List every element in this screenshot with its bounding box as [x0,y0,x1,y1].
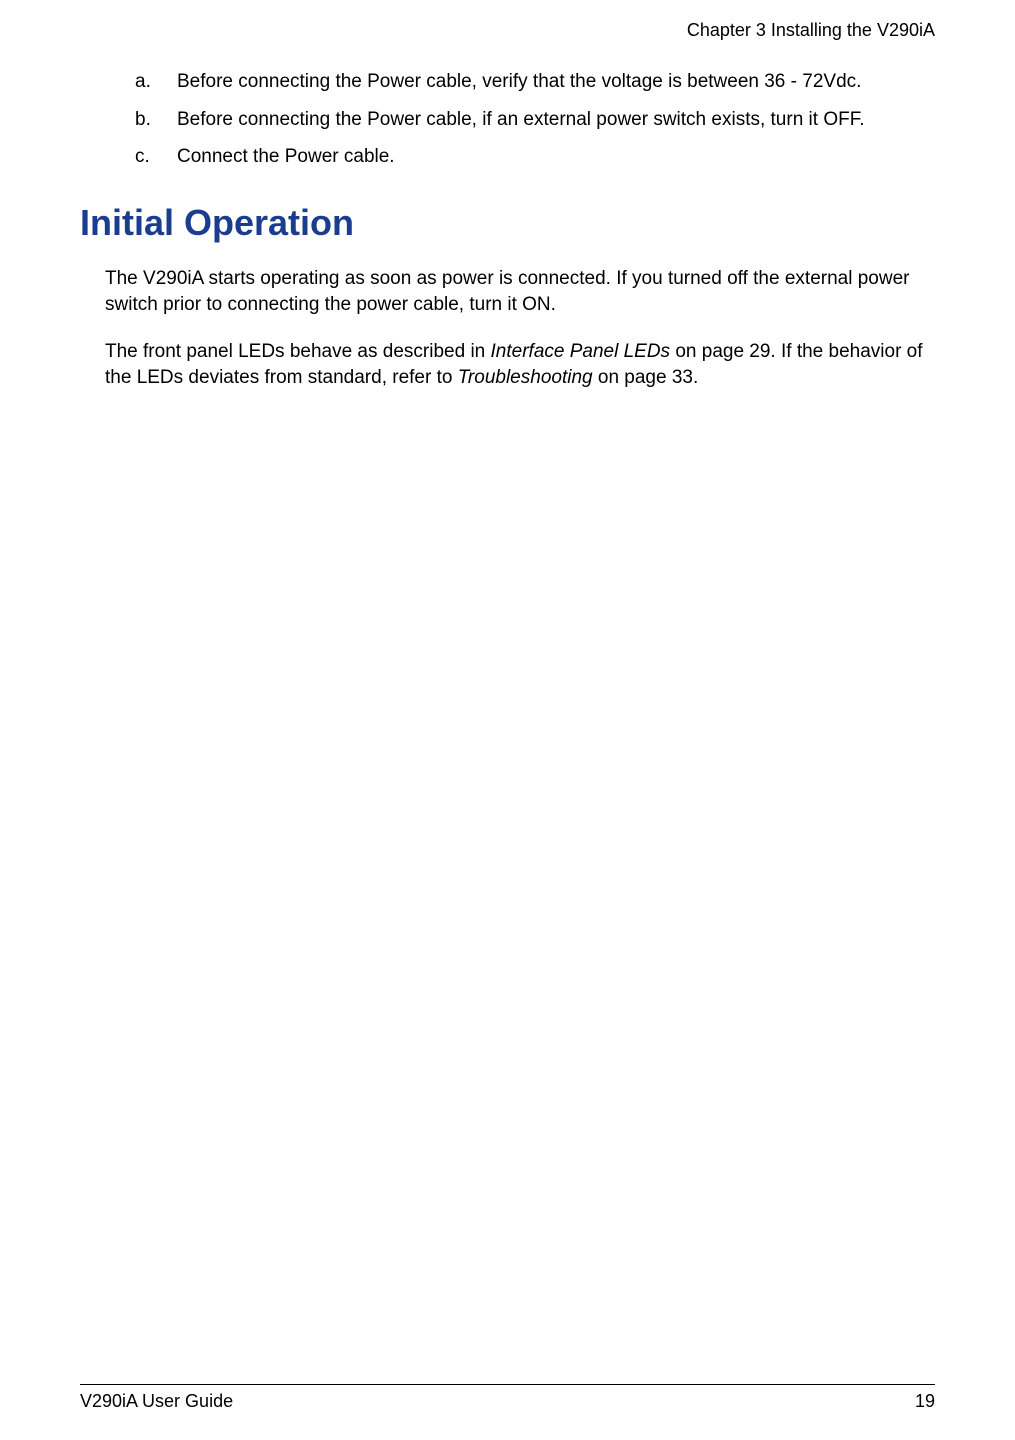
list-marker: b. [135,107,177,133]
list-item: b. Before connecting the Power cable, if… [135,107,925,133]
list-item: c. Connect the Power cable. [135,144,925,170]
section-heading: Initial Operation [80,202,935,244]
list-marker: c. [135,144,177,170]
page-container: Chapter 3 Installing the V290iA a. Befor… [0,0,1015,1440]
paragraph-segment: The front panel LEDs behave as described… [105,341,491,362]
list-text: Before connecting the Power cable, if an… [177,107,925,133]
body-paragraph: The V290iA starts operating as soon as p… [105,266,925,317]
body-paragraph: The front panel LEDs behave as described… [105,339,925,390]
list-marker: a. [135,69,177,95]
running-header: Chapter 3 Installing the V290iA [80,20,935,41]
cross-reference: Interface Panel LEDs [491,341,671,362]
list-text: Connect the Power cable. [177,144,925,170]
footer-page-number: 19 [915,1391,935,1412]
sub-steps-list: a. Before connecting the Power cable, ve… [135,69,925,170]
list-text: Before connecting the Power cable, verif… [177,69,925,95]
footer-guide-title: V290iA User Guide [80,1391,233,1412]
list-item: a. Before connecting the Power cable, ve… [135,69,925,95]
chapter-title: Chapter 3 Installing the V290iA [687,20,935,40]
paragraph-segment: on page 33. [593,367,699,388]
cross-reference: Troubleshooting [458,367,593,388]
page-footer: V290iA User Guide 19 [80,1384,935,1412]
